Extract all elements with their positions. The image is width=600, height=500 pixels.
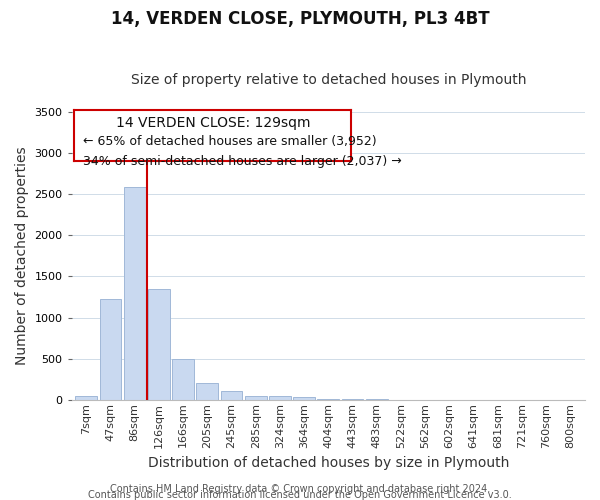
Bar (221, 391, 242, 400)
Bar (124, 186, 146, 400)
Title: Size of property relative to detached houses in Plymouth: Size of property relative to detached ho… (131, 73, 526, 87)
Bar (148, 289, 170, 400)
Text: Contains HM Land Registry data © Crown copyright and database right 2024.: Contains HM Land Registry data © Crown c… (110, 484, 490, 494)
Bar (245, 396, 266, 400)
Bar (269, 396, 291, 400)
Y-axis label: Number of detached properties: Number of detached properties (15, 146, 29, 365)
Text: 14, VERDEN CLOSE, PLYMOUTH, PL3 4BT: 14, VERDEN CLOSE, PLYMOUTH, PL3 4BT (110, 10, 490, 28)
Bar (100, 298, 121, 400)
Bar (196, 384, 218, 400)
X-axis label: Distribution of detached houses by size in Plymouth: Distribution of detached houses by size … (148, 456, 509, 470)
Bar (172, 358, 194, 400)
Bar (76, 396, 97, 400)
Text: Contains public sector information licensed under the Open Government Licence v3: Contains public sector information licen… (88, 490, 512, 500)
Bar (293, 397, 315, 400)
